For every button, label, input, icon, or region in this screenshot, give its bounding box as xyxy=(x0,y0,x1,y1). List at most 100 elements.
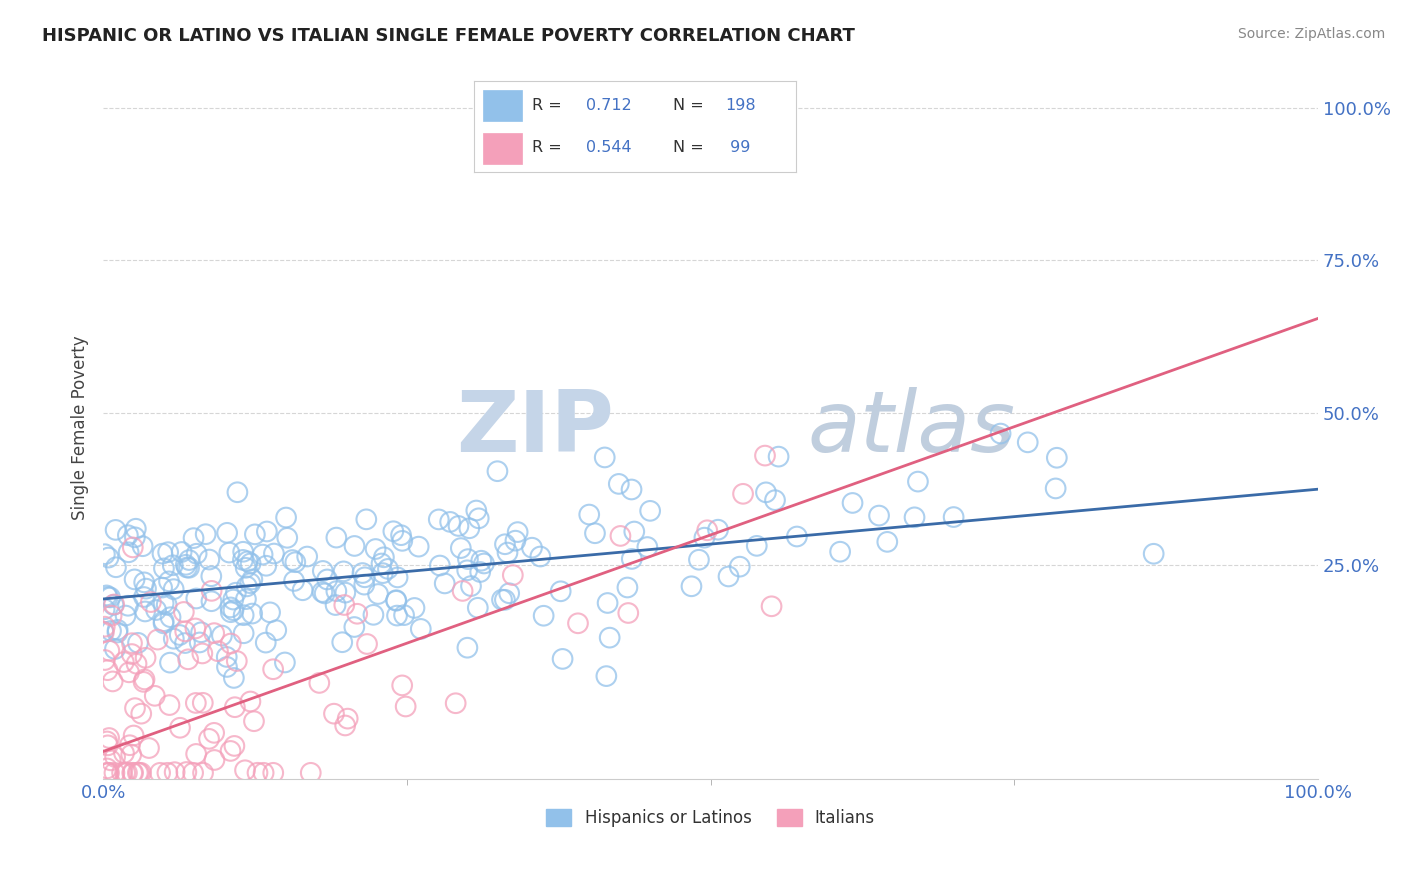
Point xyxy=(186,547,208,561)
Point xyxy=(97,590,120,604)
Point xyxy=(593,450,616,465)
Point xyxy=(240,607,263,621)
Point xyxy=(444,696,467,710)
Point xyxy=(103,765,125,780)
Point xyxy=(174,558,197,572)
Point xyxy=(219,600,242,615)
Point xyxy=(254,558,277,573)
Point xyxy=(198,731,221,746)
Point xyxy=(264,624,287,638)
Point xyxy=(308,676,330,690)
Point xyxy=(385,593,408,607)
Point xyxy=(226,485,249,500)
Point xyxy=(188,635,211,649)
Point xyxy=(256,524,278,539)
Point xyxy=(1143,547,1166,561)
Point xyxy=(243,527,266,541)
Point xyxy=(103,598,125,612)
Point xyxy=(745,539,768,553)
Point xyxy=(93,602,115,616)
Point xyxy=(204,753,226,767)
Point xyxy=(246,765,269,780)
Point xyxy=(325,584,347,599)
Point xyxy=(112,655,135,669)
Point xyxy=(786,529,808,543)
Point xyxy=(323,706,346,721)
Point xyxy=(157,545,180,559)
Point xyxy=(207,644,229,658)
Point xyxy=(152,614,174,628)
Point xyxy=(243,714,266,729)
Point xyxy=(94,547,117,561)
Point xyxy=(232,545,254,559)
Point xyxy=(336,712,359,726)
Point xyxy=(252,548,274,562)
Point xyxy=(98,765,121,780)
Point xyxy=(232,626,254,640)
Point xyxy=(103,598,125,612)
Point xyxy=(129,706,152,721)
Point xyxy=(131,539,153,553)
Point xyxy=(596,596,619,610)
Point xyxy=(754,449,776,463)
Point xyxy=(219,744,242,758)
Point xyxy=(429,558,451,573)
Point xyxy=(91,624,114,639)
Point xyxy=(179,553,201,567)
Point xyxy=(235,561,257,575)
Point xyxy=(841,496,863,510)
Point xyxy=(486,464,509,478)
Point xyxy=(152,547,174,561)
Point xyxy=(458,521,481,535)
Point xyxy=(638,504,661,518)
Point xyxy=(98,591,121,605)
Point xyxy=(457,552,479,566)
Point xyxy=(498,586,520,600)
Point xyxy=(316,573,339,587)
Point xyxy=(129,765,152,780)
Point xyxy=(118,738,141,752)
Point xyxy=(450,541,472,555)
Point xyxy=(239,576,262,591)
Point xyxy=(696,523,718,537)
Point xyxy=(868,508,890,523)
Point xyxy=(143,689,166,703)
Point xyxy=(121,541,143,555)
Point xyxy=(520,541,543,555)
Point xyxy=(299,765,322,780)
Point xyxy=(98,644,121,658)
Point xyxy=(97,739,120,753)
Point xyxy=(134,575,156,590)
Point xyxy=(1017,435,1039,450)
Point xyxy=(121,765,143,780)
Point xyxy=(96,589,118,603)
Point xyxy=(470,565,492,579)
Point xyxy=(117,528,139,542)
Point xyxy=(125,522,148,536)
Point xyxy=(467,511,489,525)
Point xyxy=(391,678,413,692)
Point xyxy=(215,649,238,664)
Point xyxy=(343,539,366,553)
Point xyxy=(191,696,214,710)
Point xyxy=(385,593,408,607)
Point xyxy=(494,592,516,607)
Point xyxy=(356,637,378,651)
Point xyxy=(177,652,200,666)
Point xyxy=(681,579,703,593)
Point xyxy=(186,747,208,761)
Point xyxy=(135,582,157,596)
Point xyxy=(284,555,307,569)
Point xyxy=(533,608,555,623)
Legend: Hispanics or Latinos, Italians: Hispanics or Latinos, Italians xyxy=(540,802,882,834)
Point xyxy=(377,562,399,576)
Point xyxy=(876,534,898,549)
Point xyxy=(202,626,225,640)
Point xyxy=(114,608,136,623)
Text: atlas: atlas xyxy=(808,386,1015,470)
Point xyxy=(169,628,191,642)
Point xyxy=(184,622,207,636)
Point xyxy=(262,662,284,676)
Point xyxy=(551,652,574,666)
Point xyxy=(1045,482,1067,496)
